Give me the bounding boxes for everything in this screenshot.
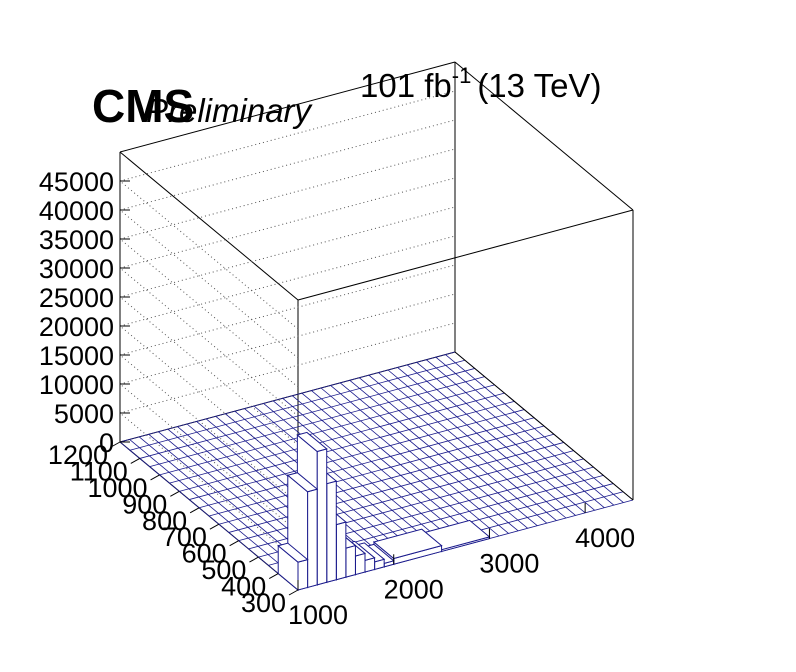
y-tick-label: 500	[201, 555, 246, 585]
z-grid-back-wall	[119, 206, 456, 298]
cms-label: CMS	[92, 80, 194, 132]
z-grid-left-wall	[119, 354, 299, 504]
z-grid-back-wall	[119, 177, 456, 269]
bin-front-face	[316, 448, 328, 586]
floor-grid-line	[189, 409, 525, 500]
z-tick-label: 45000	[39, 167, 114, 197]
y-tick	[110, 441, 121, 448]
y-tick	[150, 474, 160, 481]
floor-grid-line	[119, 351, 456, 443]
bin-front-face	[335, 521, 347, 581]
x-tick-label: 2000	[384, 574, 444, 604]
lumi-label: 101 fb-1 (13 TeV)	[360, 63, 601, 104]
y-tick	[249, 556, 259, 563]
y-tick	[268, 573, 279, 579]
y-tick-label: 900	[122, 489, 167, 519]
y-tick	[130, 458, 141, 464]
frame-back-top	[119, 61, 456, 153]
floor-grid-line	[208, 425, 545, 517]
z-tick-label: 20000	[39, 312, 114, 342]
bin-front-face	[345, 544, 356, 578]
floor-grid-line	[139, 368, 475, 459]
bin-front-face	[354, 552, 366, 576]
bin-front-face	[307, 488, 318, 589]
x-tick-label: 3000	[479, 549, 539, 579]
z-tick-label: 10000	[39, 370, 114, 400]
bin-top-face	[372, 528, 443, 560]
z-grid-left-wall	[119, 325, 299, 475]
z-tick-label: 35000	[39, 225, 114, 255]
lumi-exponent: -1	[452, 63, 472, 88]
z-tick-label: 15000	[39, 341, 114, 371]
histogram-bins	[277, 431, 491, 592]
frame-right-top	[454, 61, 634, 211]
z-tick-label: 25000	[39, 283, 114, 313]
floor-grid-line	[179, 400, 515, 492]
frame-front-top	[297, 209, 634, 301]
z-grid-left-wall	[119, 296, 299, 446]
x-axis: 1000 2000 3000 4000	[288, 502, 635, 630]
z-grid-left-wall	[119, 238, 299, 388]
y-tick-label: 1200	[48, 440, 108, 470]
y-tick-label: 1100	[70, 456, 128, 486]
lumi-value: 101 fb	[360, 67, 452, 104]
y-tick	[229, 540, 239, 547]
floor-grid-line	[149, 376, 485, 468]
z-tick-label: 40000	[39, 196, 114, 226]
y-tick-label: 700	[162, 522, 207, 552]
bin-top-face	[277, 542, 309, 563]
bin-top-face	[286, 472, 319, 493]
floor-grid-line	[228, 442, 564, 533]
energy-label: (13 TeV)	[477, 67, 601, 104]
floor-grid-line	[199, 417, 535, 509]
y-tick	[189, 507, 200, 514]
z-grid-back-wall	[119, 235, 456, 327]
floor-grid-line	[169, 392, 505, 484]
plot-front-frame	[297, 61, 634, 501]
x-tick-label: 4000	[575, 523, 635, 553]
bin-top-face	[296, 431, 328, 453]
bin-front-face	[297, 558, 309, 591]
floor-grid-line	[159, 384, 495, 476]
z-grid-back-wall	[119, 322, 456, 414]
y-tick-label: 600	[182, 539, 227, 569]
preliminary-label: Preliminary	[146, 92, 314, 129]
y-tick-label: 300	[241, 588, 286, 618]
y-tick	[209, 523, 220, 530]
y-tick-label: 800	[142, 506, 187, 536]
histogram-bin	[277, 542, 309, 592]
z-tick-label: 0	[99, 428, 114, 458]
z-grid-back-wall	[119, 264, 456, 356]
z-grid-back-wall	[119, 293, 456, 385]
y-tick-label: 1000	[87, 473, 147, 503]
z-grid-left-wall	[119, 383, 299, 533]
bin-front-face	[326, 480, 337, 583]
z-tick-label: 5000	[54, 399, 114, 429]
frame-right-bottom	[454, 351, 634, 501]
z-grid-back-wall	[119, 119, 456, 211]
floor-grid-line	[218, 433, 554, 525]
frame-left-top	[119, 151, 299, 301]
z-grid-left-wall	[119, 267, 299, 417]
z-grid-left-wall	[119, 412, 299, 562]
x-tick-label: 1000	[288, 600, 348, 630]
y-tick	[170, 490, 180, 497]
floor-grid-line	[129, 359, 465, 451]
y-tick-label: 400	[221, 572, 266, 602]
z-tick-label: 30000	[39, 254, 114, 284]
z-grid-left-wall	[119, 180, 299, 330]
z-grid-left-wall	[119, 209, 299, 359]
z-axis: 0500010000150002000025000300003500040000…	[39, 167, 130, 458]
y-tick	[288, 589, 299, 596]
